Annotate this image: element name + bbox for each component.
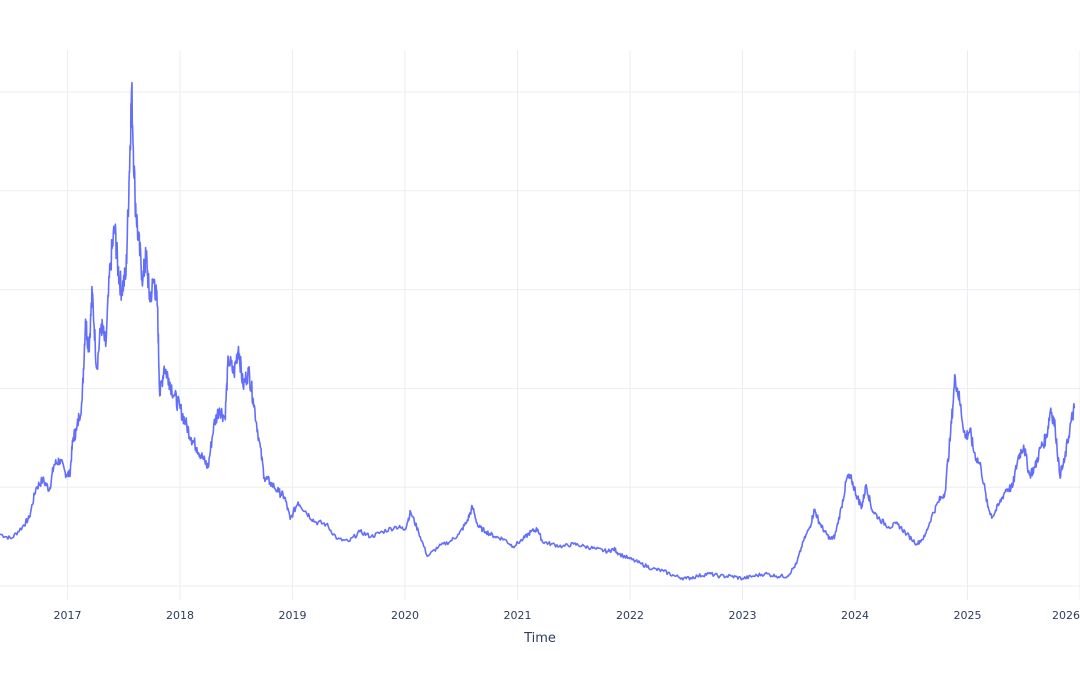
x-tick-label: 2017 (54, 609, 82, 622)
x-gridlines (67, 50, 1080, 600)
x-axis-title: Time (523, 631, 556, 646)
x-tick-label: 2026 (1052, 609, 1080, 622)
x-tick-label: 2019 (279, 609, 307, 622)
x-tick-label: 2018 (166, 609, 194, 622)
series-layer (0, 81, 1076, 581)
x-tick-label: 2024 (841, 609, 869, 622)
x-tick-label: 2025 (954, 609, 982, 622)
y-gridlines (0, 91, 1080, 587)
x-tick-label: 2021 (504, 609, 532, 622)
series-line-0 (0, 81, 1076, 581)
x-tick-label: 2020 (391, 609, 419, 622)
x-tick-label: 2022 (616, 609, 644, 622)
x-tick-label: 2023 (729, 609, 757, 622)
x-tick-labels: 2017 2018 2019 2020 2021 2022 2023 2024 2025 2026 (54, 609, 1080, 622)
